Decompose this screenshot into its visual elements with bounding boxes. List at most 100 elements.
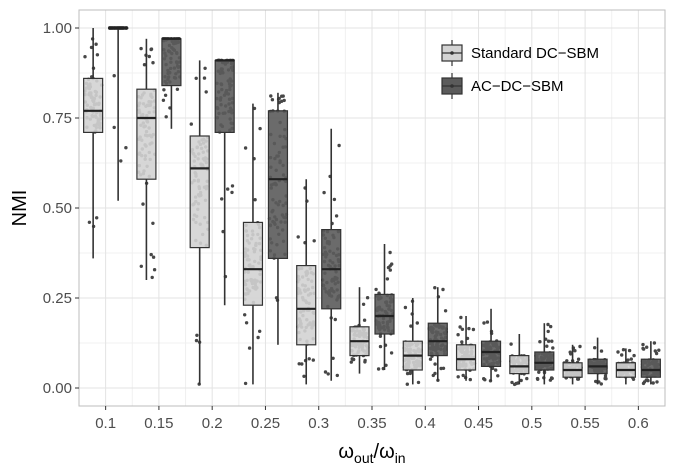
jitter-point xyxy=(163,93,168,98)
jitter-point xyxy=(204,90,208,94)
jitter-point xyxy=(365,296,370,300)
jitter-point xyxy=(441,287,445,292)
y-axis: 0.00 0.25 0.50 0.75 1.00 xyxy=(43,20,79,397)
jitter-point xyxy=(376,367,381,371)
jitter-point xyxy=(149,252,153,257)
jitter-point xyxy=(147,54,151,59)
box-iqr xyxy=(374,293,395,335)
box-iqr xyxy=(161,38,182,87)
jitter-point xyxy=(491,366,495,371)
jitter-point xyxy=(459,315,463,320)
jitter-point xyxy=(468,377,472,382)
jitter-point xyxy=(549,324,553,329)
jitter-point xyxy=(403,305,408,310)
jitter-point xyxy=(149,47,153,52)
jitter-point xyxy=(594,379,598,384)
jitter-point xyxy=(415,321,419,325)
jitter-point xyxy=(337,143,341,148)
jitter-point xyxy=(220,197,224,201)
jitter-point xyxy=(141,202,145,206)
jitter-point xyxy=(657,348,661,352)
box-iqr xyxy=(242,221,264,306)
jitter-point xyxy=(323,370,328,374)
jitter-point xyxy=(150,275,154,280)
x-tick-label: 0.1 xyxy=(95,415,116,432)
jitter-point xyxy=(87,220,92,224)
jitter-point xyxy=(112,74,116,78)
jitter-point xyxy=(363,360,367,364)
jitter-point xyxy=(162,88,166,92)
jitter-point xyxy=(537,370,541,374)
jitter-point xyxy=(244,321,249,325)
jitter-point xyxy=(378,344,383,349)
jitter-point xyxy=(270,98,275,102)
jitter-point xyxy=(519,378,523,383)
jitter-point xyxy=(409,324,413,328)
jitter-point xyxy=(629,357,633,361)
jitter-point xyxy=(514,381,518,386)
jitter-point xyxy=(247,346,252,350)
jitter-point xyxy=(550,339,554,343)
jitter-point xyxy=(152,268,157,272)
jitter-point xyxy=(471,327,476,332)
jitter-point xyxy=(194,76,198,81)
jitter-point xyxy=(361,302,366,306)
jitter-point xyxy=(256,335,260,340)
jitter-point xyxy=(621,348,626,352)
jitter-point xyxy=(653,349,657,353)
box-iqr xyxy=(640,358,661,378)
box-iqr xyxy=(296,265,317,346)
jitter-point xyxy=(565,359,569,363)
jitter-point xyxy=(569,352,573,356)
jitter-point xyxy=(641,342,645,347)
jitter-point xyxy=(334,214,339,218)
jitter-point xyxy=(243,381,248,386)
jitter-point xyxy=(576,357,581,361)
jitter-point xyxy=(441,366,446,370)
jitter-point xyxy=(374,287,378,292)
y-tick-label: 1.00 xyxy=(43,20,72,37)
x-tick-label: 0.3 xyxy=(308,415,329,432)
jitter-point xyxy=(385,277,390,281)
jitter-point xyxy=(408,370,413,374)
y-tick-label: 0.75 xyxy=(43,110,72,127)
jitter-point xyxy=(300,362,304,366)
jitter-point xyxy=(335,373,339,378)
jitter-point xyxy=(443,309,448,313)
x-tick-label: 0.35 xyxy=(357,415,386,432)
jitter-point xyxy=(95,216,99,220)
jitter-point xyxy=(151,255,156,259)
legend-label-acdc: AC−DC−SBM xyxy=(471,78,564,95)
jitter-point xyxy=(280,94,284,98)
x-tick-label: 0.2 xyxy=(202,415,223,432)
jitter-point xyxy=(195,333,199,337)
jitter-point xyxy=(312,239,316,243)
jitter-point xyxy=(483,378,487,382)
jitter-point xyxy=(535,376,540,381)
jitter-point xyxy=(151,61,155,65)
box-iqr xyxy=(480,340,502,368)
jitter-point xyxy=(620,353,624,357)
jitter-point xyxy=(296,235,300,239)
jitter-point xyxy=(119,159,123,163)
box-iqr xyxy=(189,135,210,249)
y-axis-title: NMI xyxy=(9,190,31,227)
jitter-point xyxy=(243,313,247,317)
jitter-point xyxy=(253,198,257,202)
jitter-point xyxy=(405,371,410,376)
jitter-point xyxy=(603,374,608,378)
jitter-point xyxy=(645,345,649,349)
jitter-point xyxy=(573,349,577,353)
jitter-point xyxy=(326,372,330,376)
jitter-point xyxy=(95,53,100,57)
jitter-point xyxy=(388,264,392,268)
jitter-point xyxy=(297,362,301,366)
jitter-point xyxy=(258,329,262,333)
legend-key-standard xyxy=(441,40,463,66)
jitter-point xyxy=(322,190,326,195)
jitter-point xyxy=(632,353,636,358)
jitter-point xyxy=(311,358,315,362)
jitter-point xyxy=(627,348,632,353)
jitter-point xyxy=(151,221,155,225)
